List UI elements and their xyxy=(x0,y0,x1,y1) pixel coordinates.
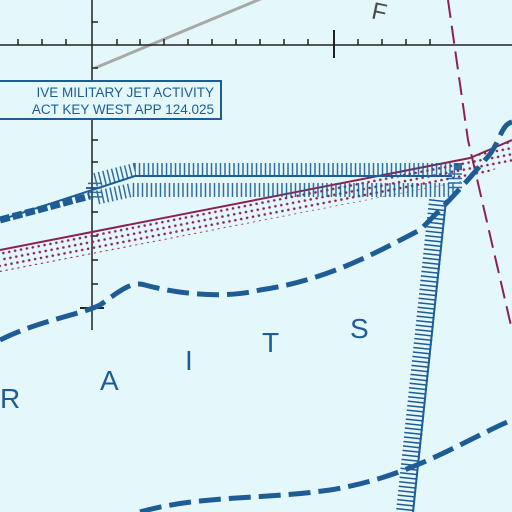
water-letter-t: T xyxy=(262,327,279,358)
grid-tick-row xyxy=(0,30,512,58)
notice-line-2: ACT KEY WEST APP 124.025 xyxy=(0,101,214,118)
water-letter-r: R xyxy=(0,383,20,414)
military-activity-notice: IVE MILITARY JET ACTIVITY ACT KEY WEST A… xyxy=(0,80,222,120)
restricted-area-band xyxy=(0,140,512,272)
grid-tick-column xyxy=(80,0,104,330)
limit-curve-lower xyxy=(140,420,512,512)
water-letter-s: S xyxy=(350,313,369,344)
water-letter-a: A xyxy=(100,365,119,396)
water-letter-i: I xyxy=(185,345,193,376)
route-line xyxy=(95,0,270,68)
notice-line-1: IVE MILITARY JET ACTIVITY xyxy=(0,84,214,101)
corner-label-f: F xyxy=(369,0,389,27)
airspace-line-heavy xyxy=(0,196,90,220)
